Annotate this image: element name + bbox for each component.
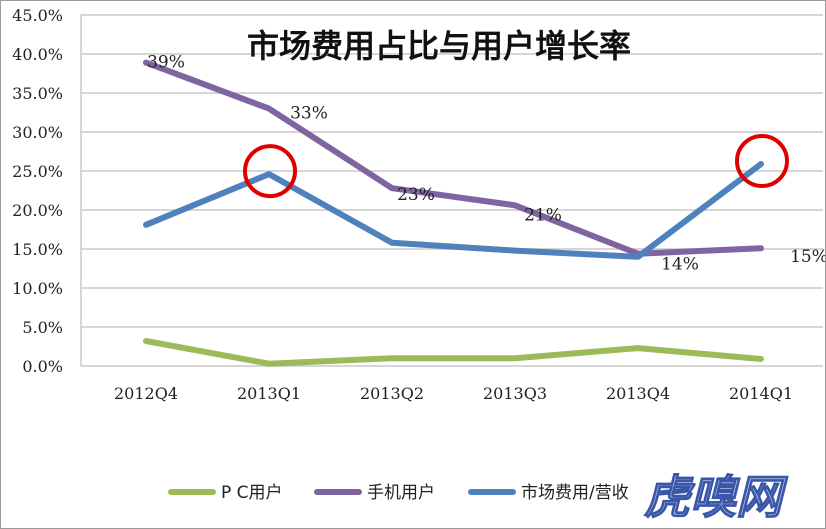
legend: P C用户 手机用户 市场费用/营收 [168,483,629,503]
legend-label: 市场费用/营收 [521,483,629,503]
gridlines [80,14,823,367]
y-tick-label: 25.0% [12,162,63,181]
data-labels: 39% 33% 23% 21% 14% 15% [147,53,825,275]
y-tick-label: 5.0% [22,318,63,337]
x-tick-label: 2013Q4 [606,384,670,403]
y-tick-label: 0.0% [22,357,63,376]
legend-label: 手机用户 [367,483,435,503]
data-label: 39% [147,53,185,73]
y-tick-label: 35.0% [12,84,63,103]
data-label: 14% [661,255,699,275]
y-tick-label: 15.0% [12,240,63,259]
chart-title: 市场费用占比与用户增长率 [247,27,631,65]
x-tick-label: 2014Q1 [729,384,793,403]
x-tick-label: 2013Q1 [237,384,301,403]
watermark-logo: 虎嗅网 [644,470,788,524]
y-tick-label: 40.0% [12,45,63,64]
series-line-2 [143,59,764,257]
annotations [243,133,789,199]
series-line-1 [143,338,764,367]
data-label: 21% [524,205,562,225]
x-tick-label: 2013Q2 [360,384,424,403]
x-tick-label: 2012Q4 [114,384,178,403]
x-axis-ticks: 2012Q4 2013Q1 2013Q2 2013Q3 2013Q4 2014Q1 [114,384,793,403]
y-tick-label: 30.0% [12,123,63,142]
y-tick-label: 10.0% [12,279,63,298]
y-tick-label: 20.0% [12,201,63,220]
data-label: 23% [397,185,435,205]
series-lines [143,59,764,367]
highlight-circle [243,144,297,199]
data-label: 33% [290,104,328,124]
data-label: 15% [790,247,825,267]
y-tick-label: 45.0% [12,6,63,25]
x-tick-label: 2013Q3 [483,384,547,403]
legend-label: P C用户 [221,483,283,503]
y-axis-ticks: 0.0% 5.0% 10.0% 15.0% 20.0% 25.0% 30.0% 35.0% 40… [12,6,63,376]
highlight-circle [735,133,789,188]
